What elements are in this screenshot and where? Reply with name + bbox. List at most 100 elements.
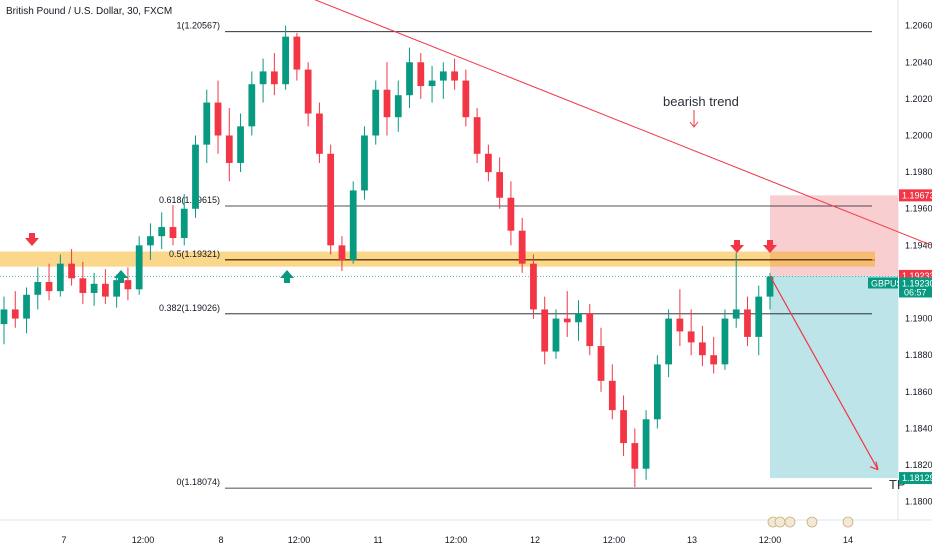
projection-arrowhead <box>869 461 879 471</box>
buy-arrow-icon <box>280 270 294 283</box>
sell-arrow-icon <box>25 233 39 246</box>
candle-body <box>732 309 740 319</box>
price-tag-box <box>899 189 932 202</box>
candle-body <box>462 80 470 118</box>
fib-level-label: 0.5(1.19321) <box>169 249 220 259</box>
candle-body <box>485 153 492 173</box>
x-tick-label: 14 <box>843 535 853 545</box>
y-tick-label: 1.20600 <box>905 21 932 31</box>
candle-body <box>79 278 87 293</box>
chart-title: British Pound / U.S. Dollar, 30, FXCM <box>6 6 173 17</box>
candle-body <box>586 313 594 347</box>
bearish-trend-annotation: bearish trend <box>663 94 739 109</box>
candle-body <box>439 71 447 81</box>
candle-body <box>552 318 560 352</box>
candle-body <box>597 346 605 381</box>
candle-body <box>744 309 751 337</box>
candle-body <box>68 263 75 279</box>
candle-body <box>147 236 154 246</box>
candle-body <box>124 280 132 290</box>
candle-body <box>417 62 425 87</box>
candle-body <box>721 318 729 365</box>
candle-body <box>214 102 222 136</box>
y-tick-label: 1.18800 <box>905 350 932 360</box>
x-tick-label: 13 <box>687 535 697 545</box>
y-tick-label: 1.19800 <box>905 167 932 177</box>
candle-body <box>631 443 639 469</box>
x-tick-label: 12:00 <box>603 535 626 545</box>
price-tag-box <box>899 277 932 298</box>
candle-body <box>372 89 380 136</box>
candle-body <box>766 276 774 297</box>
candle-body <box>237 126 244 163</box>
candle-body <box>349 190 357 260</box>
candle-body <box>496 172 504 198</box>
price-tag-value: 1.18129 <box>902 473 932 483</box>
candle-body <box>676 318 684 332</box>
x-tick-label: 12:00 <box>288 535 311 545</box>
y-tick-label: 1.20400 <box>905 57 932 67</box>
economic-event-flag-icon <box>806 516 818 528</box>
y-tick-label: 1.18400 <box>905 423 932 433</box>
candle-body <box>451 71 458 81</box>
candle-body <box>755 296 763 337</box>
candle-body <box>361 135 368 191</box>
buy-arrow-icon <box>114 270 128 283</box>
x-tick-label: 12:00 <box>445 535 468 545</box>
candle-body <box>530 263 537 310</box>
candle-body <box>608 380 616 411</box>
candle-body <box>293 36 301 70</box>
candle-body <box>687 331 695 343</box>
price-tag-box <box>899 472 932 485</box>
candle-body <box>665 318 672 365</box>
economic-event-flag-icon <box>784 516 796 528</box>
y-tick-label: 1.19400 <box>905 240 932 250</box>
candle-body <box>0 309 8 325</box>
candle-body <box>34 281 42 295</box>
candle-body <box>507 197 515 231</box>
candle-body <box>541 309 549 352</box>
price-tag-symbol-box <box>868 277 898 289</box>
candle-body <box>203 102 211 145</box>
economic-event-flag-icon <box>774 516 786 528</box>
candle-body <box>316 113 323 154</box>
take-profit-zone <box>770 275 898 479</box>
fib-level-label: 1(1.20567) <box>176 21 220 31</box>
price-tag-value: 1.19233 <box>902 271 932 281</box>
candle-body <box>394 95 402 118</box>
price-tag-symbol: GBPUSD <box>871 278 910 288</box>
y-tick-label: 1.18000 <box>905 497 932 507</box>
candle-body <box>259 71 267 85</box>
fib-level-label: 0.382(1.19026) <box>159 303 220 313</box>
candle-body <box>113 280 121 297</box>
candle-body <box>158 227 166 237</box>
x-tick-label: 8 <box>218 535 223 545</box>
fib-level-label: 0(1.18074) <box>176 477 220 487</box>
candle-body <box>45 281 53 292</box>
y-tick-label: 1.20200 <box>905 94 932 104</box>
x-tick-label: 12:00 <box>759 535 782 545</box>
candle-body <box>225 135 233 163</box>
y-tick-label: 1.18600 <box>905 387 932 397</box>
candle-body <box>642 419 650 469</box>
candle-body <box>23 294 30 319</box>
candle-body <box>406 62 413 96</box>
y-tick-label: 1.18200 <box>905 460 932 470</box>
economic-event-flag-icon <box>842 516 854 528</box>
candle-body <box>653 364 661 420</box>
candle-body <box>135 245 143 290</box>
x-tick-label: 11 <box>373 535 382 545</box>
candle-body <box>56 263 64 292</box>
projection-arrow-line <box>769 275 879 470</box>
candle-body <box>563 318 571 323</box>
x-tick-label: 12:00 <box>132 535 155 545</box>
candle-body <box>248 84 256 127</box>
candle-body <box>192 144 199 209</box>
y-tick-label: 1.19000 <box>905 314 932 324</box>
candle-body <box>338 245 346 260</box>
sell-arrow-icon <box>730 240 744 253</box>
candle-body <box>169 227 177 239</box>
candle-body <box>699 342 706 356</box>
candle-body <box>518 230 526 264</box>
